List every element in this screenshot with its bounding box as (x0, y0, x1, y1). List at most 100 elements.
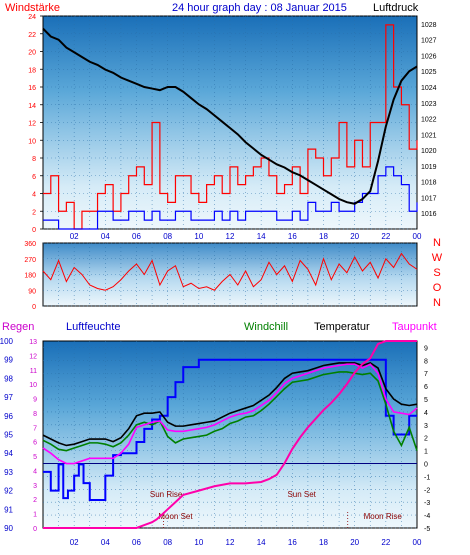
panel1-series (42, 24, 418, 230)
rain-tick-label: 1 (33, 512, 37, 519)
event-annotation: Sun Rise (150, 490, 183, 499)
panel1-axes: 0246810121416182022241016101710181019102… (28, 14, 436, 241)
humidity-tick-label: 100 (0, 337, 14, 346)
panel3-grid (43, 341, 417, 529)
y-right-tick-label: 1027 (421, 38, 437, 45)
temp-tick-label: 4 (424, 410, 428, 417)
temp-tick-label: 9 (424, 345, 428, 352)
temperature-label: Temperatur (314, 321, 370, 333)
event-annotation: Sun Set (287, 490, 316, 499)
humidity-label: Luftfeuchte (66, 321, 120, 333)
rain-tick-label: 3 (33, 483, 37, 490)
compass-label: O (433, 282, 442, 294)
y-right-tick-label: 1022 (421, 117, 437, 124)
y-left-tick-label: 8 (32, 156, 36, 163)
temp-tick-label: 6 (424, 384, 428, 391)
x-tick-label: 10 (194, 538, 203, 547)
temp-tick-label: -4 (424, 513, 430, 520)
y-right-tick-label: 1025 (421, 69, 437, 76)
humidity-tick-label: 98 (4, 374, 13, 383)
humidity-tick-label: 99 (4, 356, 13, 365)
y-right-tick-label: 1020 (421, 148, 437, 155)
temp-tick-label: 7 (424, 371, 428, 378)
compass-label: W (432, 252, 443, 264)
rain-tick-label: 9 (33, 397, 37, 404)
x-tick-label: 08 (163, 232, 172, 241)
wind-strength-label: Windstärke (5, 2, 60, 14)
event-annotation: Moon Rise (364, 512, 403, 521)
x-tick-label: 04 (101, 538, 110, 547)
x-tick-label: 18 (319, 232, 328, 241)
rain-tick-label: 8 (33, 411, 37, 418)
wind-strength-line (43, 24, 418, 230)
rain-tick-label: 12 (29, 353, 37, 360)
x-tick-label: 12 (226, 232, 235, 241)
panel2-grid (43, 242, 417, 307)
x-tick-label: 00 (413, 232, 422, 241)
rain-line (43, 340, 417, 529)
y-right-tick-label: 1017 (421, 195, 437, 202)
temp-tick-label: 0 (424, 462, 428, 469)
x-tick-label: 22 (381, 232, 390, 241)
x-tick-label: 02 (70, 232, 79, 241)
windchill-label: Windchill (244, 321, 288, 333)
x-tick-label: 04 (101, 232, 110, 241)
temp-tick-label: -5 (424, 526, 430, 533)
event-annotation: Moon Set (158, 512, 193, 521)
temp-tick-label: 5 (424, 397, 428, 404)
temp-tick-label: 1 (424, 449, 428, 456)
rain-tick-label: 0 (33, 526, 37, 533)
humidity-tick-label: 93 (4, 468, 13, 477)
x-tick-label: 06 (132, 232, 141, 241)
humidity-tick-label: 96 (4, 412, 13, 421)
humidity-tick-label: 90 (4, 524, 13, 533)
rain-tick-label: 11 (30, 368, 37, 375)
wind-mean-line (43, 166, 418, 230)
y-right-tick-label: 1021 (421, 132, 437, 139)
y-right-tick-label: 1019 (421, 164, 437, 171)
humidity-tick-label: 97 (4, 393, 13, 402)
rain-tick-label: 6 (33, 440, 37, 447)
humidity-tick-label: 94 (4, 449, 13, 458)
rain-tick-label: 7 (33, 425, 37, 432)
humidity-tick-label: 91 (4, 505, 13, 514)
direction-tick-label: 270 (24, 257, 36, 264)
direction-tick-label: 0 (32, 304, 36, 311)
x-tick-label: 20 (350, 538, 359, 547)
compass-label: S (433, 267, 440, 279)
rain-tick-label: 4 (33, 468, 37, 475)
chart-title: 24 hour graph day : 08 Januar 2015 (172, 2, 347, 14)
rain-tick-label: 5 (33, 454, 37, 461)
dewpoint-label: Taupunkt (392, 321, 437, 333)
y-left-tick-label: 18 (28, 67, 36, 74)
temp-tick-label: 2 (424, 436, 428, 443)
y-left-tick-label: 4 (32, 192, 36, 199)
temp-tick-label: 3 (424, 423, 428, 430)
y-left-tick-label: 0 (32, 227, 36, 234)
x-tick-label: 02 (70, 538, 79, 547)
x-tick-label: 18 (319, 538, 328, 547)
y-left-tick-label: 2 (32, 209, 36, 216)
compass-label: N (433, 237, 441, 249)
humidity-tick-label: 95 (4, 431, 13, 440)
pressure-label: Luftdruck (373, 2, 419, 14)
rain-tick-label: 10 (29, 382, 37, 389)
rain-tick-label: 2 (33, 497, 37, 504)
temp-tick-label: -3 (424, 500, 430, 507)
rain-label: Regen (2, 321, 34, 333)
temp-tick-label: -1 (424, 474, 430, 481)
temp-tick-label: -2 (424, 487, 430, 494)
x-tick-label: 12 (226, 538, 235, 547)
x-tick-label: 06 (132, 538, 141, 547)
x-tick-label: 14 (257, 232, 266, 241)
y-right-tick-label: 1028 (421, 22, 437, 29)
y-left-tick-label: 12 (28, 121, 36, 128)
y-left-tick-label: 6 (32, 174, 36, 181)
y-left-tick-label: 20 (28, 50, 36, 57)
x-tick-label: 22 (381, 538, 390, 547)
y-right-tick-label: 1016 (421, 211, 437, 218)
panel3-series (42, 340, 418, 529)
